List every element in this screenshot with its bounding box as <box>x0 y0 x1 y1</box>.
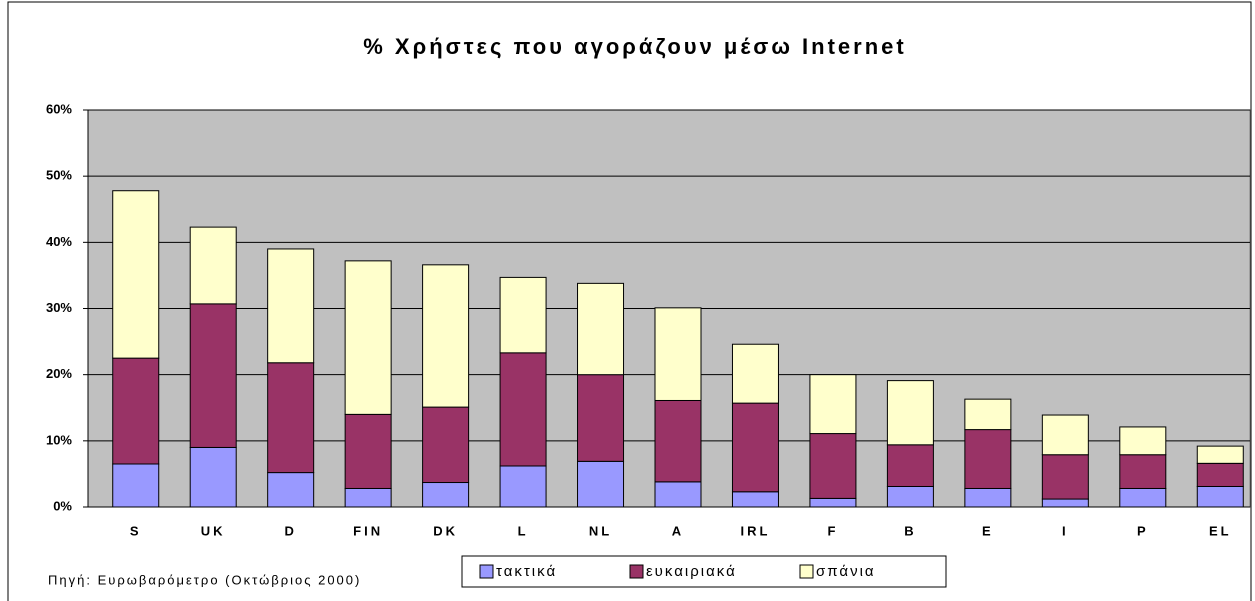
legend-swatch <box>799 564 814 579</box>
x-tick-label: A <box>672 523 684 538</box>
x-tick-label: E <box>982 523 994 538</box>
x-tick-label: P <box>1137 523 1149 538</box>
bar-segment <box>809 497 857 508</box>
bar-segment <box>344 413 392 489</box>
bar-segment <box>1119 426 1167 456</box>
bar-segment <box>577 282 625 376</box>
bar-segment <box>577 460 625 508</box>
x-tick-label: FIN <box>353 523 383 538</box>
bar-segment <box>654 399 702 483</box>
bar-segment <box>886 485 934 508</box>
x-tick-label: F <box>827 523 838 538</box>
bar-segment <box>344 487 392 508</box>
bar-segment <box>344 260 392 415</box>
bar-segment <box>654 307 702 401</box>
bar-segment <box>1119 487 1167 508</box>
bar-segment <box>499 352 547 467</box>
x-tick-label: I <box>1062 523 1069 538</box>
bar-segment <box>1041 414 1089 456</box>
y-tick-label: 40% <box>46 234 72 249</box>
bar-segment <box>189 226 237 305</box>
source-note: Πηγή: Ευρωβαρόμετρο (Οκτώβριος 2000) <box>48 572 361 587</box>
bar-segment <box>1196 462 1244 487</box>
bar-segment <box>1041 498 1089 508</box>
x-tick-label: L <box>518 523 529 538</box>
y-tick-label: 20% <box>46 366 72 381</box>
bar-segment <box>1119 454 1167 489</box>
x-tick-label: B <box>904 523 916 538</box>
x-tick-label: NL <box>589 523 612 538</box>
bar-segment <box>422 406 470 484</box>
bar-segment <box>112 190 160 359</box>
bar-segment <box>964 487 1012 508</box>
x-tick-label: EL <box>1209 523 1232 538</box>
bar-segment <box>577 374 625 462</box>
bar-segment <box>809 433 857 499</box>
bar-segment <box>189 303 237 448</box>
y-tick-label: 10% <box>46 432 72 447</box>
y-tick-label: 60% <box>46 101 72 116</box>
legend-box <box>461 555 947 588</box>
bar-segment <box>1196 445 1244 464</box>
bar-segment <box>1196 485 1244 508</box>
legend-label: σπάνια <box>816 563 876 580</box>
legend-swatch <box>629 564 644 579</box>
x-tick-label: UK <box>201 523 226 538</box>
bar-segment <box>654 481 702 508</box>
bar-segment <box>267 248 315 364</box>
bar-segment <box>267 472 315 508</box>
y-tick-label: 30% <box>46 300 72 315</box>
bar-segment <box>112 463 160 508</box>
chart-title: % Χρήστες που αγοράζουν μέσω Internet <box>363 34 906 59</box>
bar-segment <box>267 362 315 474</box>
y-tick-label: 0% <box>53 498 72 513</box>
bar-segment <box>499 276 547 354</box>
bar-segment <box>809 374 857 435</box>
bar-segment <box>189 446 237 508</box>
bar-segment <box>886 444 934 487</box>
bar-segment <box>422 264 470 408</box>
bar-segment <box>422 482 470 508</box>
bar-segment <box>886 380 934 446</box>
bar-segment <box>964 429 1012 489</box>
x-tick-label: S <box>130 523 142 538</box>
legend-label: τακτικά <box>496 563 557 580</box>
x-tick-label: D <box>284 523 296 538</box>
x-tick-label: IRL <box>740 523 770 538</box>
bar-segment <box>499 465 547 508</box>
bar-segment <box>964 398 1012 431</box>
bar-segment <box>731 402 779 493</box>
bar-segment <box>112 357 160 465</box>
x-tick-label: DK <box>433 523 458 538</box>
bar-segment <box>731 343 779 404</box>
bar-segment <box>731 491 779 508</box>
legend-swatch <box>479 564 494 579</box>
y-tick-label: 50% <box>46 168 72 183</box>
bar-segment <box>1041 454 1089 500</box>
legend-label: ευκαιριακά <box>646 563 737 580</box>
